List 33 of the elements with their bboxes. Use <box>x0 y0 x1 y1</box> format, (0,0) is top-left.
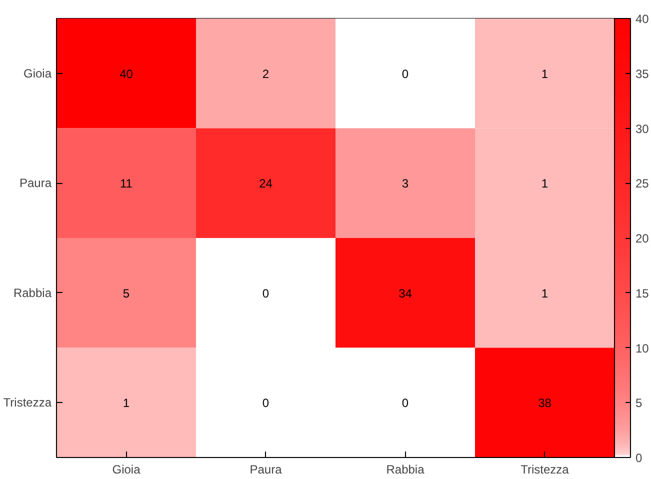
x-tick-label: Tristezza <box>520 462 570 476</box>
color-bar-label: 40 <box>636 12 650 26</box>
data-label: 38 <box>538 396 552 410</box>
data-label: 40 <box>120 66 134 81</box>
color-bar-label: 10 <box>636 341 650 356</box>
y-tick-label: Gioia <box>23 66 52 80</box>
data-label: 1 <box>541 66 548 81</box>
color-bar-label: 0 <box>636 451 642 465</box>
y-tick-label: Paura <box>19 176 52 190</box>
data-label: 11 <box>120 176 133 191</box>
x-tick-label: Paura <box>250 462 282 476</box>
data-label: 1 <box>122 396 130 410</box>
data-label: 3 <box>402 176 409 191</box>
y-tick-label: Tristezza <box>3 396 52 410</box>
data-label: 0 <box>402 396 409 410</box>
data-label: 1 <box>541 286 548 300</box>
x-tick-label: Rabbia <box>386 462 425 476</box>
x-tick-label: Gioia <box>112 462 141 476</box>
data-label: 2 <box>262 66 270 81</box>
data-label: 34 <box>398 286 412 300</box>
data-label: 0 <box>402 66 409 81</box>
data-label: 0 <box>262 396 270 410</box>
y-tick-label: Rabbia <box>13 286 52 300</box>
color-bar-label: 25 <box>636 176 650 191</box>
color-bar-label: 15 <box>636 286 650 300</box>
color-bar-label: 30 <box>636 122 650 136</box>
data-label: 0 <box>262 286 270 300</box>
color-bar-label: 5 <box>636 396 642 410</box>
color-bar-label: 35 <box>636 66 650 81</box>
data-label: 24 <box>259 176 273 191</box>
data-label: 1 <box>541 176 548 191</box>
color-bar-label: 20 <box>636 232 650 246</box>
data-label: 5 <box>122 286 130 300</box>
